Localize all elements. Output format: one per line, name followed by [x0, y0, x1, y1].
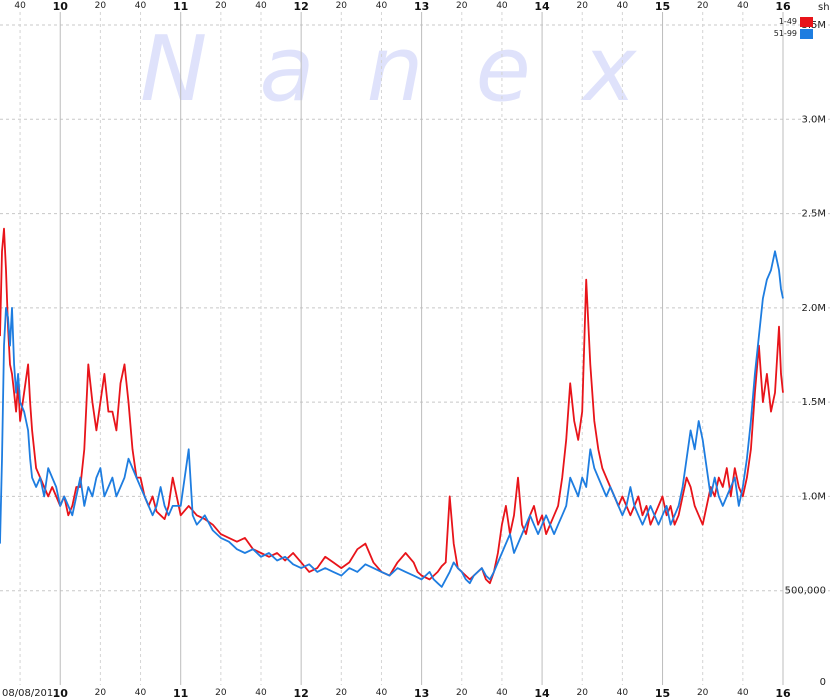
x-tick-label-top: 20	[577, 1, 589, 11]
x-tick-label-top: 20	[456, 1, 468, 11]
x-tick-label-bottom: 20	[456, 688, 468, 698]
x-tick-label-top: 10	[53, 0, 69, 13]
legend-swatch	[800, 29, 813, 39]
x-tick-label-bottom: 10	[53, 687, 69, 700]
x-tick-label-top: 40	[737, 1, 749, 11]
y-tick-label: 0	[820, 677, 826, 688]
x-tick-label-top: 40	[376, 1, 388, 11]
x-tick-label-bottom: 40	[617, 688, 629, 698]
x-tick-label-top: 12	[293, 0, 308, 13]
x-tick-label-bottom: 20	[215, 688, 227, 698]
legend-label: 1-49	[779, 17, 797, 26]
x-tick-label-bottom: 20	[577, 688, 589, 698]
x-tick-label-top: 40	[617, 1, 629, 11]
x-tick-label-bottom: 20	[336, 688, 348, 698]
y-unit-label: sh	[818, 2, 830, 13]
y-tick-label: 2.0M	[801, 303, 826, 314]
x-tick-label-top: 20	[215, 1, 227, 11]
date-label: 08/08/2011	[2, 688, 60, 699]
x-tick-label-bottom: 20	[697, 688, 709, 698]
legend-label: 51-99	[774, 29, 797, 38]
x-tick-label-top: 13	[414, 0, 429, 13]
y-tick-label: 500,000	[785, 586, 826, 597]
y-tick-label: 1.5M	[801, 397, 826, 408]
y-tick-label: 3.5M	[801, 20, 826, 31]
y-tick-label: 2.5M	[801, 209, 826, 220]
y-tick-label: 1.0M	[801, 491, 826, 502]
x-tick-label-bottom: 12	[293, 687, 308, 700]
legend-swatch	[800, 17, 813, 27]
x-tick-label-bottom: 40	[496, 688, 508, 698]
chart-legend: 1-49 51-99	[774, 17, 813, 39]
x-tick-label-bottom: 40	[255, 688, 267, 698]
x-tick-label-bottom: 13	[414, 687, 429, 700]
x-tick-label-bottom: 40	[135, 688, 147, 698]
x-tick-label-bottom: 15	[655, 687, 670, 700]
x-tick-label-top: 40	[14, 1, 26, 11]
x-tick-label-bottom: 14	[534, 687, 550, 700]
x-axis-ticks: 40 10 10 20 20 40 40 11 11 20 20 40 40 12 12 20 20 40 40 13…	[14, 0, 791, 700]
x-tick-label-top: 20	[697, 1, 709, 11]
x-tick-label-bottom: 11	[173, 687, 188, 700]
watermark-text: Nanex	[140, 17, 688, 122]
x-tick-label-bottom: 40	[376, 688, 388, 698]
x-tick-label-top: 20	[95, 1, 107, 11]
y-tick-label: 3.0M	[801, 114, 826, 125]
y-axis-ticks: 0 500,000 1.0M 1.5M 2.0M 2.5M 3.0M 3.5M	[785, 20, 826, 688]
x-tick-label-top: 11	[173, 0, 188, 13]
x-tick-label-top: 16	[775, 0, 791, 13]
x-tick-label-top: 15	[655, 0, 670, 13]
x-tick-label-top: 40	[255, 1, 267, 11]
x-tick-label-bottom: 16	[775, 687, 791, 700]
chart-series	[0, 227, 784, 588]
x-tick-label-bottom: 20	[95, 688, 107, 698]
x-tick-label-top: 40	[496, 1, 508, 11]
chart-grid	[0, 12, 830, 685]
x-tick-label-top: 40	[135, 1, 147, 11]
series-line-1-49	[0, 227, 784, 585]
x-tick-label-top: 14	[534, 0, 550, 13]
x-tick-label-top: 20	[336, 1, 348, 11]
series-line-51-99	[0, 250, 784, 588]
x-tick-label-bottom: 40	[737, 688, 749, 698]
